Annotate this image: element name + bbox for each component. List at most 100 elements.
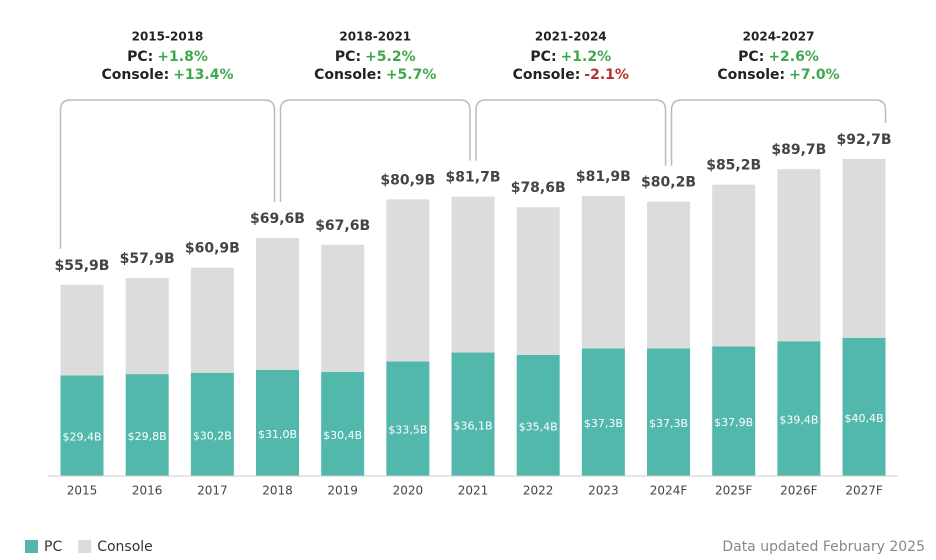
note: Data updated February 2025 (722, 539, 925, 555)
x-tick-label: 2016 (132, 484, 163, 498)
total-label: $55,9B (55, 258, 110, 274)
bar-segment (60, 284, 104, 376)
x-tick-label: 2027F (845, 484, 883, 498)
bar-segment (777, 169, 821, 342)
bar-segment (256, 237, 300, 370)
total-label: $69,6B (250, 211, 305, 227)
bar-segment (386, 199, 430, 362)
x-tick-label: 2020 (393, 484, 424, 498)
segment-label: $29,8B (128, 430, 167, 443)
x-tick-label: 2021 (458, 484, 489, 498)
period-change: PC: +1.8% (127, 49, 208, 65)
period-change: Console: +5.7% (314, 67, 436, 83)
x-tick-label: 2026F (780, 484, 818, 498)
change-value: +13.4% (173, 67, 233, 83)
x-tick-label: 2015 (67, 484, 98, 498)
bar-segment (777, 341, 821, 476)
total-label: $57,9B (120, 251, 175, 267)
total-label: $80,9B (380, 172, 435, 188)
change-value: +2.6% (768, 49, 819, 65)
bar-segment (581, 348, 625, 476)
segment-label: $29,4B (62, 431, 101, 444)
total-label: $78,6B (511, 180, 566, 196)
bar-segment (842, 337, 886, 476)
bar-segment (125, 374, 169, 476)
x-tick-label: 2025F (715, 484, 753, 498)
total-label: $89,7B (771, 142, 826, 158)
period-change: Console: +13.4% (101, 67, 233, 83)
change-value: -2.1% (584, 67, 629, 83)
total-label: $60,9B (185, 241, 240, 257)
bar-segment (60, 375, 104, 476)
period-change: PC: +2.6% (738, 49, 819, 65)
segment-label: $35,4B (519, 420, 558, 433)
bar-segment (451, 352, 495, 476)
change-prefix: PC: (127, 49, 153, 65)
period-label: 2024-2027 (743, 30, 815, 44)
change-prefix: Console: (314, 67, 382, 83)
period-label: 2018-2021 (339, 30, 411, 44)
x-tick-label: 2018 (262, 484, 293, 498)
bar-segment (647, 348, 691, 476)
bar-segment (712, 346, 756, 476)
period-bracket (475, 99, 667, 166)
period-change: PC: +5.2% (335, 49, 416, 65)
period-change: Console: -2.1% (513, 67, 629, 83)
segment-label: $37,3B (649, 417, 688, 430)
change-prefix: PC: (738, 49, 764, 65)
period-change: Console: +7.0% (717, 67, 839, 83)
x-tick-label: 2023 (588, 484, 619, 498)
bar-segment (256, 369, 300, 476)
segment-label: $31,0B (258, 428, 297, 441)
bar-segment (842, 158, 886, 338)
legend-swatch (78, 540, 92, 553)
total-label: $92,7B (837, 132, 892, 148)
bar-segment (516, 354, 560, 476)
change-prefix: Console: (513, 67, 581, 83)
change-prefix: PC: (335, 49, 361, 65)
segment-label: $39,4B (779, 414, 818, 427)
period-label: 2021-2024 (535, 30, 607, 44)
segment-label: $30,4B (323, 429, 362, 442)
bar-segment (321, 372, 365, 476)
x-tick-label: 2022 (523, 484, 554, 498)
total-label: $80,2B (641, 175, 696, 191)
bar-segment (516, 207, 560, 355)
change-value: +7.0% (789, 67, 840, 83)
bar-segment (190, 267, 234, 373)
segment-label: $37,9B (714, 416, 753, 429)
bar-segment (125, 277, 169, 375)
segment-label: $37,3B (584, 417, 623, 430)
change-prefix: PC: (530, 49, 556, 65)
total-label: $81,7B (446, 170, 501, 186)
legend-label: Console (97, 539, 153, 555)
legend-swatch (25, 540, 38, 553)
period-bracket (59, 99, 276, 249)
change-prefix: Console: (101, 67, 169, 83)
x-tick-label: 2019 (327, 484, 358, 498)
x-tick-label: 2017 (197, 484, 228, 498)
bar-segment (581, 195, 625, 349)
change-value: +5.2% (365, 49, 416, 65)
x-tick-label: 2024F (650, 484, 688, 498)
segment-label: $33,5B (388, 424, 427, 437)
change-value: +5.7% (386, 67, 437, 83)
segment-label: $30,2B (193, 429, 232, 442)
segment-label: $36,1B (453, 419, 492, 432)
bar-segment (647, 201, 691, 349)
segment-label: $40,4B (845, 412, 884, 425)
change-prefix: Console: (717, 67, 785, 83)
period-change: PC: +1.2% (530, 49, 611, 65)
total-label: $67,6B (315, 218, 370, 234)
total-label: $81,9B (576, 169, 631, 185)
bar-segment (321, 244, 365, 373)
bar-segment (451, 196, 495, 353)
legend-label: PC (44, 539, 62, 555)
bar-segment (386, 361, 430, 476)
period-bracket (279, 99, 471, 202)
period-label: 2015-2018 (132, 30, 204, 44)
bar-segment (712, 184, 756, 347)
bar-segment (190, 372, 234, 476)
